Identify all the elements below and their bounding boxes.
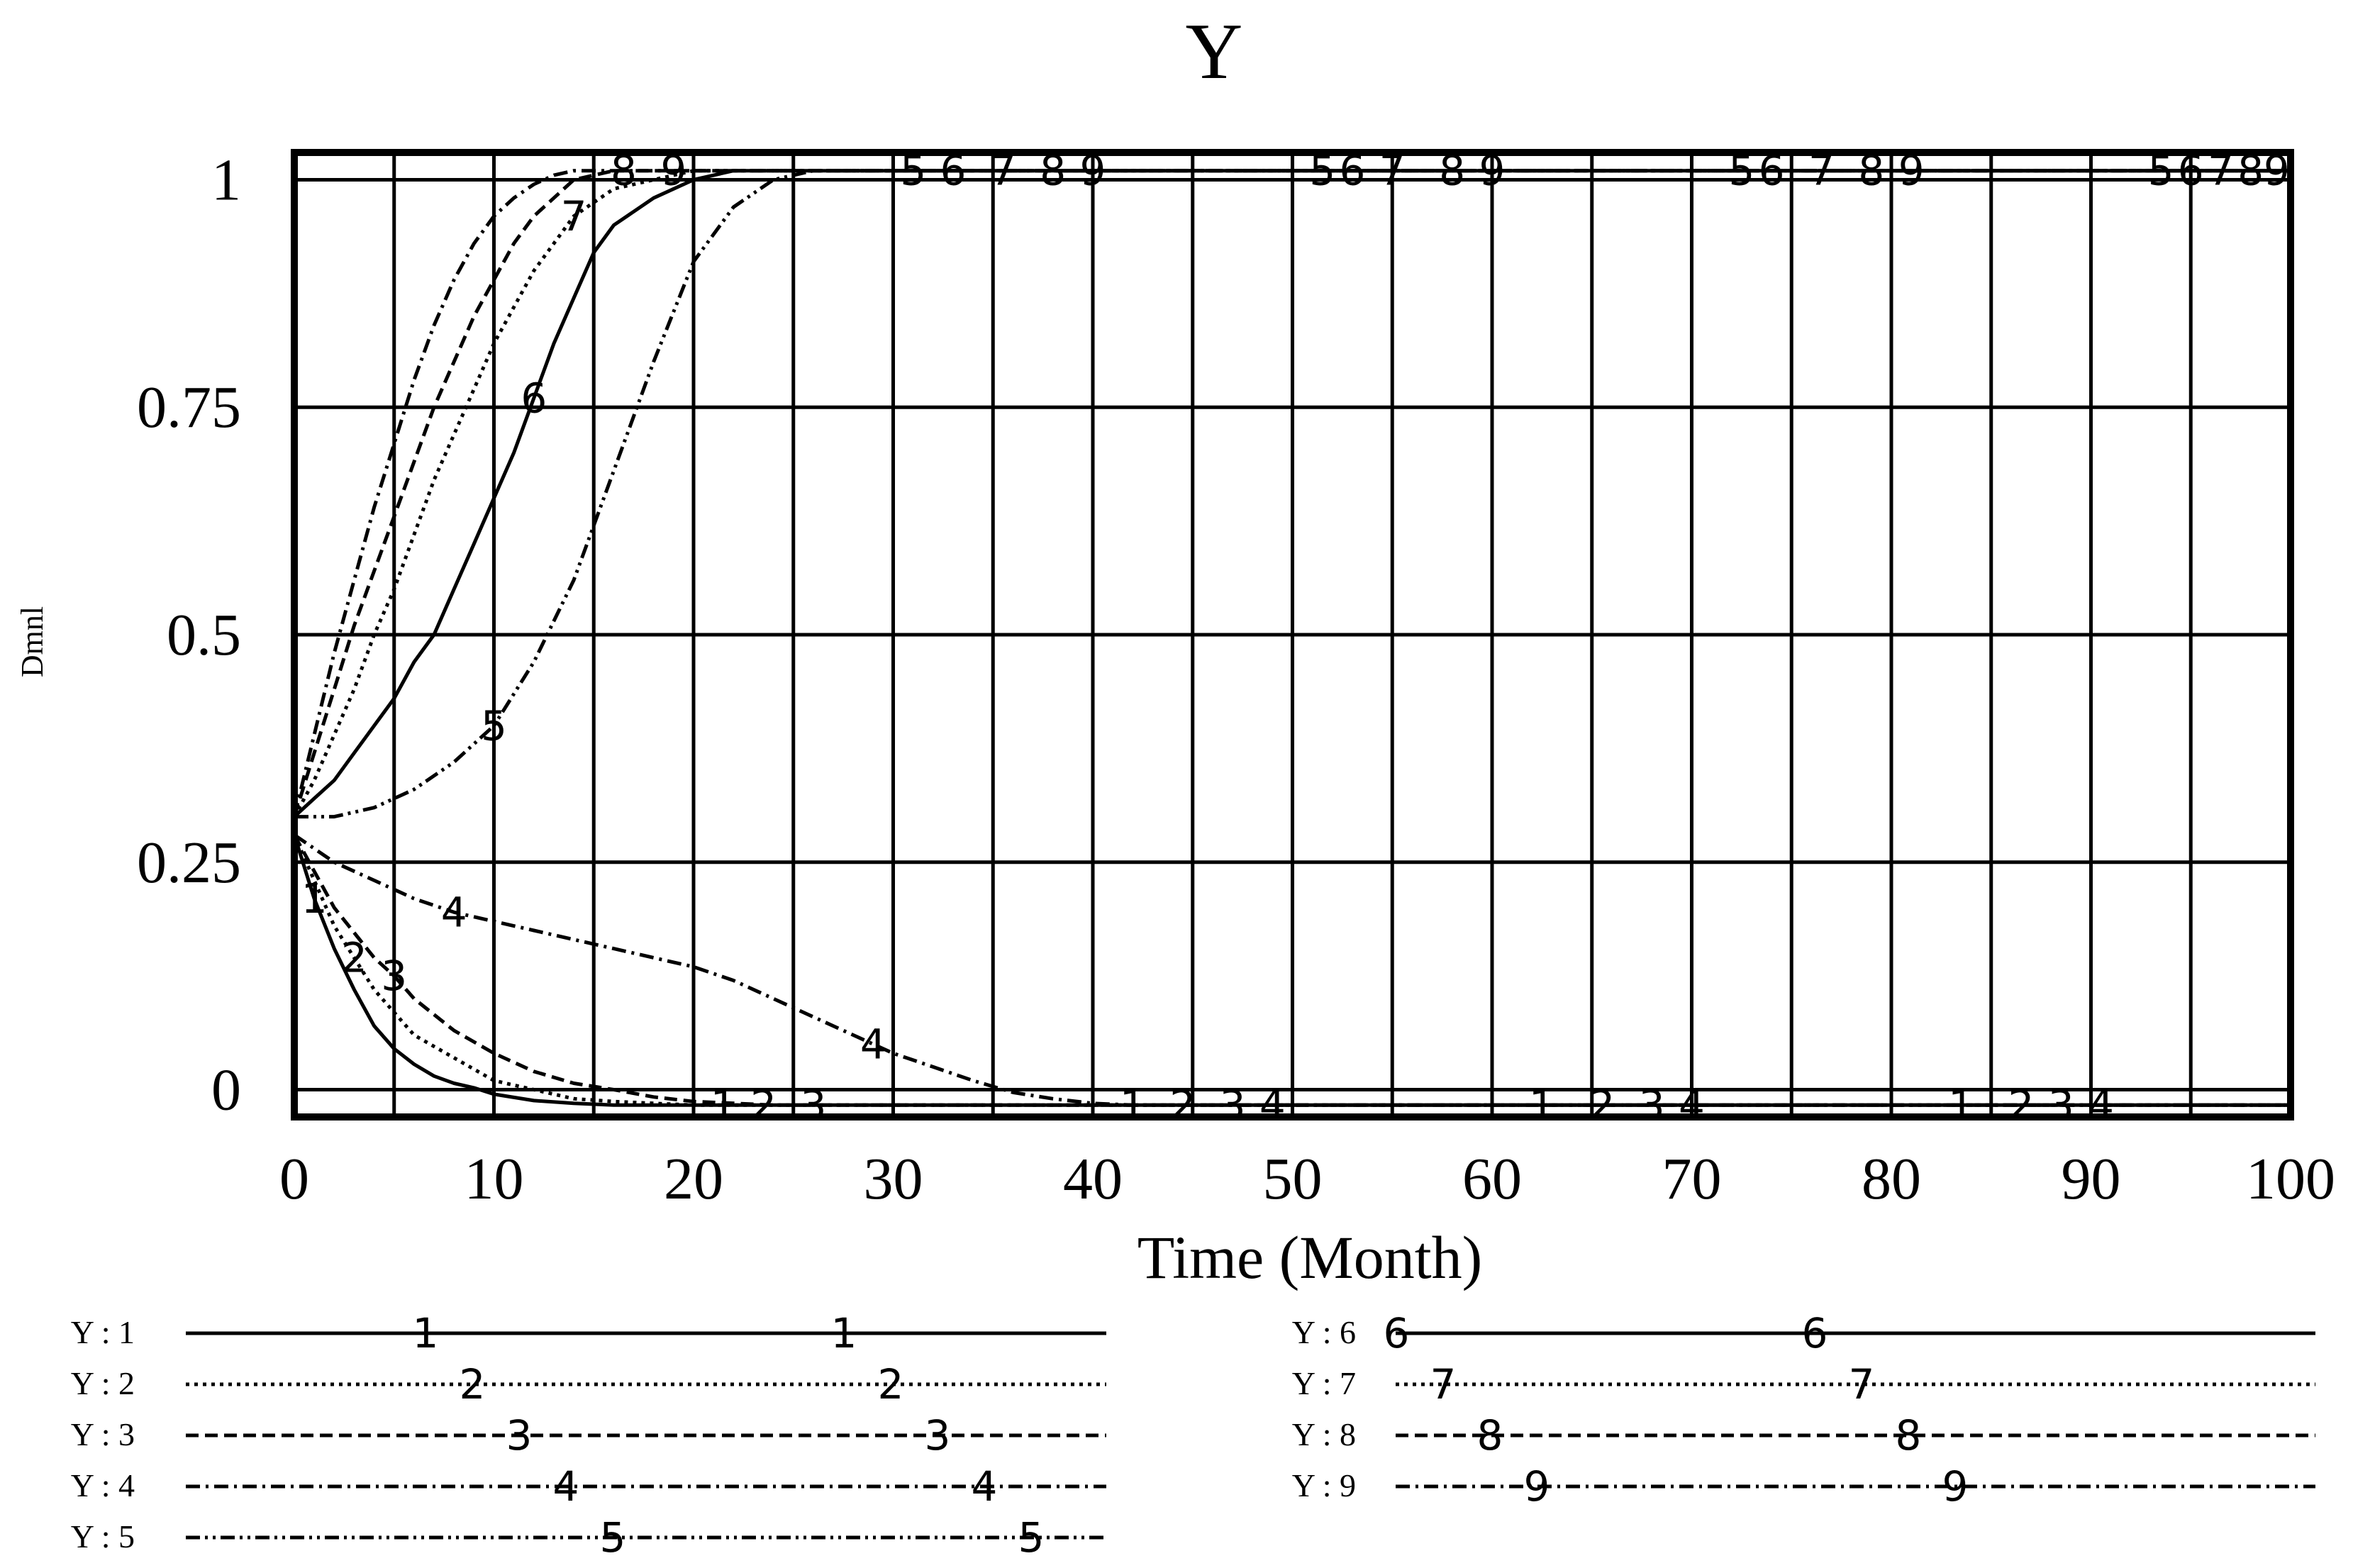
- y-tick-label: 0.75: [137, 374, 241, 440]
- series-line: [293, 169, 2291, 818]
- legend-marker: 7: [1849, 1360, 1875, 1408]
- legend-label: Y : 5: [71, 1518, 135, 1555]
- series-marker: 2: [2008, 1081, 2035, 1129]
- legend-marker: 5: [600, 1513, 626, 1562]
- series-marker: 4: [1259, 1081, 1286, 1129]
- series-marker: 3: [1639, 1081, 1665, 1129]
- series-marker: 1: [1948, 1081, 1974, 1129]
- y-tick-label: 1: [211, 147, 241, 213]
- grid: [294, 152, 2291, 1117]
- series-marker: 3: [800, 1081, 826, 1129]
- series-lines: [292, 169, 2291, 1107]
- series-marker: 2: [750, 1081, 777, 1129]
- x-tick-label: 60: [1462, 1146, 1522, 1212]
- series-marker: 4: [2088, 1081, 2114, 1129]
- legend-marker: 8: [1477, 1411, 1503, 1459]
- legend-label: Y : 2: [71, 1365, 135, 1401]
- legend-marker: 4: [972, 1462, 998, 1511]
- legend-label: Y : 9: [1292, 1467, 1356, 1503]
- axis-ticks: 0 10 20 30 40 50 60 70 80 90 100 0 0.25 0.5 0.75 1: [137, 147, 2335, 1212]
- legend-marker: 3: [506, 1411, 533, 1459]
- legend-marker: 4: [553, 1462, 579, 1511]
- y-tick-label: 0.5: [167, 602, 241, 668]
- legend-label: Y : 3: [71, 1416, 135, 1452]
- series-marker: 3: [381, 952, 407, 1000]
- legend-marker: 5: [1018, 1513, 1045, 1562]
- x-tick-label: 20: [664, 1146, 723, 1212]
- legend-marker: 1: [413, 1309, 439, 1357]
- y-tick-label: 0.25: [137, 830, 241, 896]
- legend-marker: 7: [1430, 1360, 1457, 1408]
- x-tick-label: 30: [864, 1146, 923, 1212]
- legend-label: Y : 6: [1292, 1314, 1356, 1350]
- series-marker: 4: [860, 1020, 886, 1068]
- series-marker: 6: [521, 374, 547, 422]
- x-tick-label: 80: [1862, 1146, 1921, 1212]
- series-marker: 1: [711, 1081, 737, 1129]
- chart-title: Y: [1186, 8, 1243, 96]
- y-tick-label: 0: [211, 1057, 241, 1123]
- series-marker: 4: [441, 888, 467, 936]
- x-tick-label: 10: [465, 1146, 524, 1212]
- series-marker: 1: [1120, 1081, 1146, 1129]
- series-marker: 3: [1220, 1081, 1246, 1129]
- legend-marker: 2: [460, 1360, 486, 1408]
- legend: Y : 1 1 1 Y : 2 2 2 Y : 3 3 3 Y : 4 4 4 Y : 5 5 5 Y : 6…: [71, 1309, 2315, 1562]
- x-axis-label: Time (Month): [1137, 1223, 1483, 1291]
- legend-marker: 9: [1524, 1462, 1550, 1511]
- x-tick-label: 50: [1263, 1146, 1323, 1212]
- x-tick-label: 70: [1662, 1146, 1722, 1212]
- legend-marker: 6: [1384, 1309, 1410, 1357]
- series-marker: 3: [2048, 1081, 2074, 1129]
- series-marker: 2: [1589, 1081, 1615, 1129]
- legend-marker: 3: [925, 1411, 951, 1459]
- legend-marker: 2: [878, 1360, 904, 1408]
- series-line: [292, 169, 2291, 818]
- series-marker: 1: [1529, 1081, 1555, 1129]
- series-marker: 2: [341, 933, 367, 982]
- legend-marker: 1: [831, 1309, 857, 1357]
- legend-label: Y : 1: [71, 1314, 135, 1350]
- series-marker: 4: [1679, 1081, 1705, 1129]
- series-marker: 7: [561, 192, 587, 240]
- legend-label: Y : 8: [1292, 1416, 1356, 1452]
- legend-label: Y : 7: [1292, 1365, 1356, 1401]
- legend-marker: 9: [1942, 1462, 1969, 1511]
- plot-frame: [291, 149, 2294, 1121]
- y-axis-label: Dmnl: [15, 606, 50, 677]
- legend-marker: 8: [1896, 1411, 1922, 1459]
- series-marker: 2: [1169, 1081, 1196, 1129]
- x-tick-label: 40: [1063, 1146, 1123, 1212]
- legend-marker: 6: [1802, 1309, 1828, 1357]
- series-line: [292, 834, 2291, 1107]
- x-tick-label: 100: [2246, 1146, 2335, 1212]
- series-marker: 5: [481, 701, 507, 750]
- legend-label: Y : 4: [71, 1467, 135, 1503]
- series-line: [293, 833, 2291, 1107]
- series-line: [292, 834, 2291, 1107]
- x-tick-label: 90: [2062, 1146, 2121, 1212]
- series-line: [292, 169, 2291, 818]
- series-marker: 1: [301, 874, 328, 923]
- x-tick-label: 0: [279, 1146, 309, 1212]
